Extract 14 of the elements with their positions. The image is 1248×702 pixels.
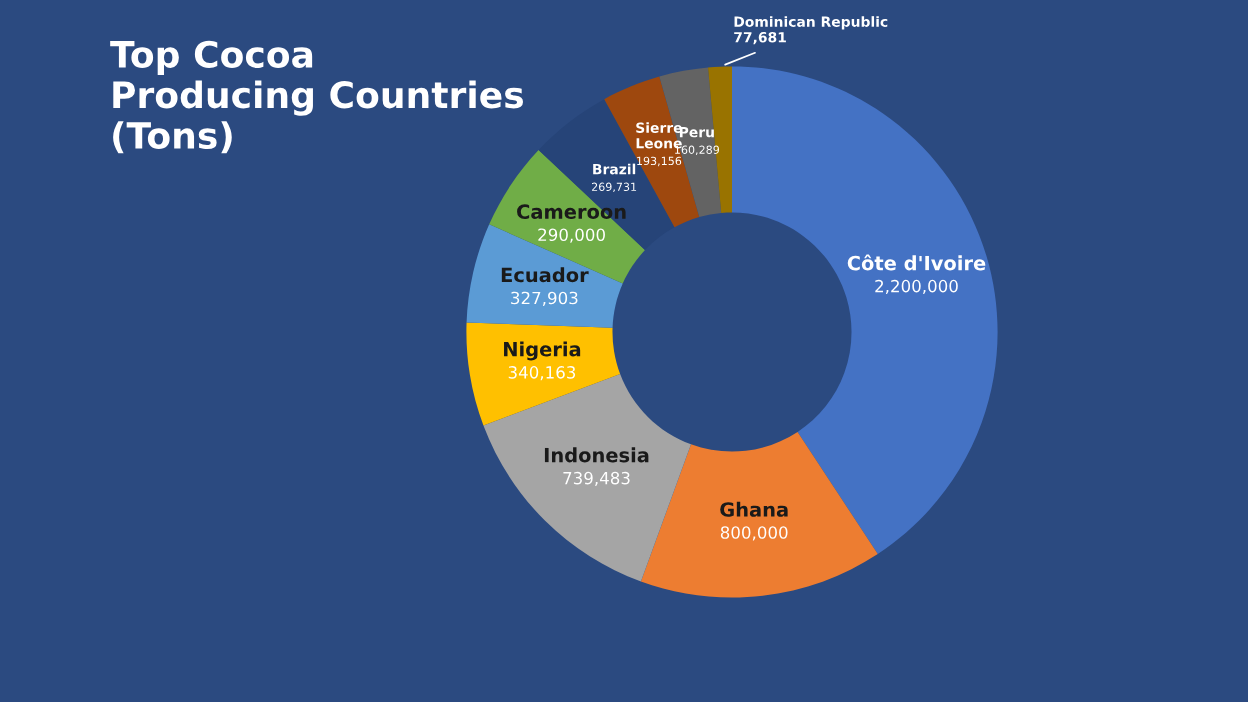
data-label: 290,000 xyxy=(538,228,605,243)
slice-label: Indonesia xyxy=(544,447,649,463)
donut-slice xyxy=(466,224,623,328)
data-label: 340,163 xyxy=(508,366,576,381)
slice-label: Nigeria xyxy=(504,341,581,361)
donut-slice xyxy=(466,322,621,426)
slice-label: Ghana xyxy=(720,501,788,517)
slice-label: Côte d'Ivoire xyxy=(847,254,986,271)
data-label: 800,000 xyxy=(720,526,788,541)
data-label: 2,200,000 xyxy=(875,279,958,295)
data-label: 739,483 xyxy=(563,471,630,487)
text: Top Cocoa Producing Countries (Tons) xyxy=(110,40,523,154)
slice-label: Ecuador xyxy=(501,267,589,283)
data-label: 327,903 xyxy=(511,291,578,306)
